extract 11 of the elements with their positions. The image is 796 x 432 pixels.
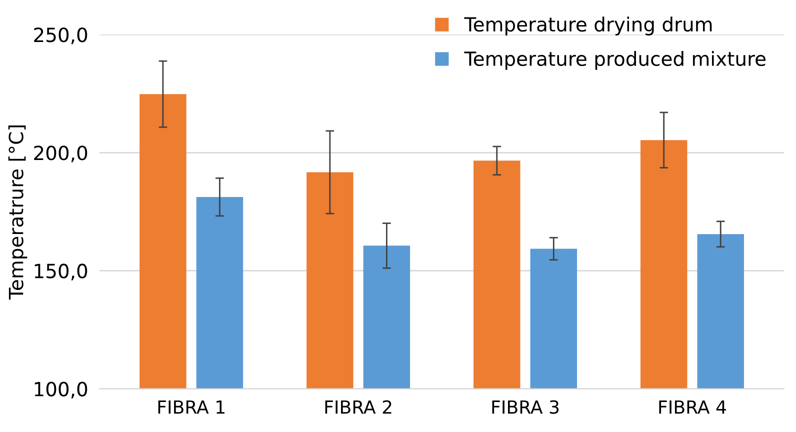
y-tick-label: 200,0 <box>34 146 88 162</box>
y-tick-label: 250,0 <box>34 28 88 44</box>
x-tick-label: FIBRA 2 <box>325 400 392 414</box>
legend-label: Temperature produced mixture <box>464 51 766 70</box>
x-tick-label: FIBRA 1 <box>158 400 224 414</box>
y-tick-label: 150,0 <box>34 264 88 280</box>
legend-label: Temperature drying drum <box>464 16 712 36</box>
x-tick-label: FIBRA 3 <box>492 400 559 414</box>
y-axis-title: Temperatrure [°C] <box>8 125 28 300</box>
x-tick-label: FIBRA 4 <box>659 400 726 414</box>
y-tick-label: 100,0 <box>34 382 88 398</box>
